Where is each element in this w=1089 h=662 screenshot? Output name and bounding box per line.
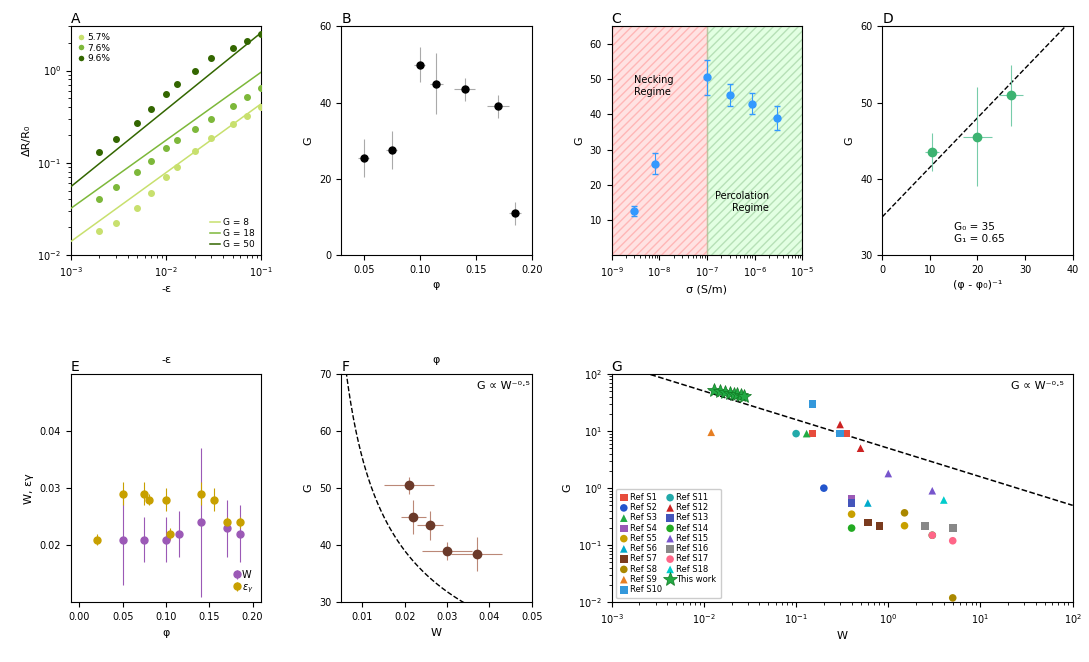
Text: G₀ = 35
G₁ = 0.65: G₀ = 35 G₁ = 0.65 xyxy=(954,222,1004,244)
Ref S14 xyxy=(923,530,941,540)
X-axis label: -ε: -ε xyxy=(161,284,171,294)
Text: C: C xyxy=(612,13,622,26)
Ref S10 xyxy=(831,428,848,439)
Text: Necking
Regime: Necking Regime xyxy=(635,75,674,97)
5.7% xyxy=(90,226,108,237)
Ref S2 xyxy=(816,483,833,493)
Text: -ε: -ε xyxy=(161,355,171,365)
Text: Percolation
Regime: Percolation Regime xyxy=(714,191,769,213)
Legend: W, $\varepsilon_\gamma$: W, $\varepsilon_\gamma$ xyxy=(231,567,256,598)
7.6% xyxy=(108,181,125,192)
Bar xyxy=(707,26,803,255)
Bar xyxy=(707,26,803,255)
X-axis label: σ (S/m): σ (S/m) xyxy=(686,284,727,294)
7.6% xyxy=(168,135,185,146)
Ref S17 xyxy=(923,530,941,540)
Y-axis label: G: G xyxy=(304,484,314,493)
9.6% xyxy=(253,28,270,39)
Ref S17 xyxy=(944,536,962,546)
7.6% xyxy=(186,124,204,134)
Y-axis label: G: G xyxy=(845,136,855,145)
Legend: G = 8, G = 18, G = 50: G = 8, G = 18, G = 50 xyxy=(208,216,257,250)
9.6% xyxy=(203,53,220,64)
9.6% xyxy=(186,65,204,75)
Ref S10 xyxy=(804,399,821,409)
7.6% xyxy=(237,91,255,102)
Ref S18 xyxy=(935,495,953,505)
Ref S8 xyxy=(896,508,914,518)
Y-axis label: G: G xyxy=(563,484,573,493)
Ref S13 xyxy=(843,498,860,508)
9.6% xyxy=(168,78,185,89)
X-axis label: W: W xyxy=(836,632,847,641)
Ref S8 xyxy=(944,592,962,603)
Y-axis label: G: G xyxy=(304,136,314,145)
Text: G ∝ W⁻⁰⋅⁵: G ∝ W⁻⁰⋅⁵ xyxy=(1011,381,1064,391)
Ref S3 xyxy=(798,428,816,439)
Ref S4 xyxy=(843,494,860,504)
Ref S9 xyxy=(702,427,720,438)
Text: B: B xyxy=(341,13,351,26)
5.7% xyxy=(253,102,270,113)
Text: D: D xyxy=(882,13,893,26)
Ref S5 xyxy=(896,520,914,531)
Text: G ∝ W⁻⁰⋅⁵: G ∝ W⁻⁰⋅⁵ xyxy=(477,381,530,391)
Text: φ: φ xyxy=(432,355,440,365)
Ref S12 xyxy=(831,419,848,430)
Ref S15 xyxy=(880,468,897,479)
7.6% xyxy=(203,113,220,124)
Bar xyxy=(612,26,707,255)
Text: G: G xyxy=(612,360,623,374)
7.6% xyxy=(224,101,242,111)
X-axis label: φ: φ xyxy=(162,628,170,638)
Ref S16 xyxy=(944,523,962,534)
9.6% xyxy=(108,134,125,144)
Text: E: E xyxy=(71,360,79,374)
9.6% xyxy=(90,147,108,158)
7.6% xyxy=(157,142,174,153)
5.7% xyxy=(168,162,185,172)
Ref S7 xyxy=(859,517,877,528)
Bar xyxy=(612,26,707,255)
9.6% xyxy=(157,89,174,100)
Ref S1 xyxy=(804,428,821,439)
Ref S16 xyxy=(916,520,933,531)
Y-axis label: W, εγ: W, εγ xyxy=(24,473,34,504)
9.6% xyxy=(143,104,160,115)
X-axis label: W: W xyxy=(431,628,442,638)
Y-axis label: G: G xyxy=(574,136,584,145)
9.6% xyxy=(237,36,255,46)
Legend: Ref S1, Ref S2, Ref S3, Ref S4, Ref S5, Ref S6, Ref S7, Ref S8, Ref S9, Ref S10,: Ref S1, Ref S2, Ref S3, Ref S4, Ref S5, … xyxy=(616,489,721,598)
Ref S6 xyxy=(859,498,877,508)
Y-axis label: ΔR/R₀: ΔR/R₀ xyxy=(22,125,32,156)
5.7% xyxy=(224,118,242,129)
5.7% xyxy=(186,146,204,156)
Ref S15 xyxy=(923,485,941,496)
5.7% xyxy=(237,111,255,121)
7.6% xyxy=(253,83,270,93)
5.7% xyxy=(203,133,220,144)
7.6% xyxy=(129,166,146,177)
7.6% xyxy=(90,194,108,205)
9.6% xyxy=(224,43,242,54)
Text: A: A xyxy=(71,13,81,26)
7.6% xyxy=(143,156,160,166)
Ref S7 xyxy=(870,520,888,531)
5.7% xyxy=(129,203,146,214)
5.7% xyxy=(143,188,160,199)
9.6% xyxy=(129,118,146,128)
Ref S12 xyxy=(852,443,869,453)
Ref S1 xyxy=(837,428,855,439)
5.7% xyxy=(108,218,125,229)
X-axis label: φ: φ xyxy=(432,280,440,291)
Text: F: F xyxy=(341,360,350,374)
X-axis label: (φ - φ₀)⁻¹: (φ - φ₀)⁻¹ xyxy=(953,280,1002,291)
Ref S14 xyxy=(843,523,860,534)
5.7% xyxy=(157,171,174,182)
Ref S11 xyxy=(787,428,805,439)
Ref S5 xyxy=(843,509,860,520)
